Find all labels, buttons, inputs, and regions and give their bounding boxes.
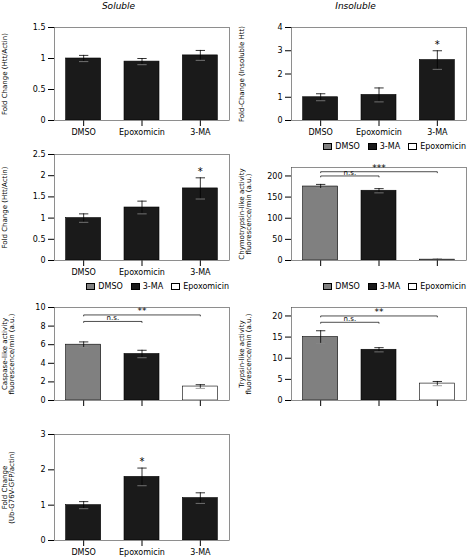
svg-text:15: 15 — [272, 333, 282, 342]
svg-text:5: 5 — [277, 375, 282, 384]
html-text:Insoluble: Insoluble — [335, 1, 376, 11]
svg-text:200: 200 — [267, 172, 282, 181]
svg-text:150: 150 — [267, 193, 282, 202]
svg-text:20: 20 — [272, 312, 282, 321]
svg-text:3-MA: 3-MA — [190, 268, 211, 277]
svg-text:0: 0 — [277, 396, 282, 405]
html-text:3-MA: 3-MA — [142, 282, 164, 291]
svg-text:1: 1 — [40, 54, 45, 63]
svg-text:*: * — [198, 166, 203, 177]
html-text:Epoxomicin: Epoxomicin — [183, 282, 229, 291]
svg-text:Fold Change (Htt/Actin): Fold Change (Htt/Actin) — [1, 166, 9, 248]
svg-text:1.5: 1.5 — [33, 23, 46, 32]
svg-text:1: 1 — [40, 501, 45, 510]
svg-text:4: 4 — [277, 23, 282, 32]
svg-text:**: ** — [375, 307, 385, 317]
svg-text:0: 0 — [277, 256, 282, 265]
svg-text:8: 8 — [40, 322, 45, 331]
html-text:3-MA: 3-MA — [379, 142, 401, 151]
svg-text:4: 4 — [40, 359, 45, 368]
svg-text:3-MA: 3-MA — [190, 548, 211, 557]
svg-text:0: 0 — [40, 536, 45, 545]
svg-text:Caspase-like activityfluoresce: Caspase-like activityfluorescence/min (a… — [1, 313, 16, 394]
svg-text:n.s.: n.s. — [344, 169, 357, 177]
svg-text:1.5: 1.5 — [33, 192, 46, 201]
svg-text:50: 50 — [272, 235, 282, 244]
svg-text:100: 100 — [267, 214, 282, 223]
svg-text:Epoxomicin: Epoxomicin — [119, 128, 165, 137]
svg-text:0: 0 — [277, 116, 282, 125]
svg-text:3-MA: 3-MA — [190, 128, 211, 137]
html-text:DMSO: DMSO — [98, 282, 123, 291]
svg-text:2.5: 2.5 — [33, 150, 46, 159]
html-text:DMSO: DMSO — [335, 142, 360, 151]
svg-text:3-MA: 3-MA — [427, 128, 448, 137]
svg-text:DMSO: DMSO — [71, 548, 95, 557]
svg-text:0.5: 0.5 — [33, 85, 46, 94]
html-text:3-MA: 3-MA — [379, 282, 401, 291]
html-text:Epoxomicin: Epoxomicin — [420, 282, 466, 291]
svg-text:0.5: 0.5 — [33, 235, 46, 244]
html-text:Epoxomicin: Epoxomicin — [420, 142, 466, 151]
svg-text:0: 0 — [40, 116, 45, 125]
svg-text:Fold Change (Htt/Actin): Fold Change (Htt/Actin) — [1, 33, 9, 115]
svg-text:3: 3 — [40, 430, 45, 439]
svg-text:Trypsin-like activityfluoresce: Trypsin-like activityfluorescence/min (a… — [238, 313, 253, 394]
svg-text:*: * — [435, 39, 440, 50]
svg-text:2: 2 — [40, 465, 45, 474]
html-text:DMSO: DMSO — [335, 282, 360, 291]
svg-text:DMSO: DMSO — [308, 128, 332, 137]
svg-text:Chymotrypsin-like activityfluo: Chymotrypsin-like activityfluorescence/m… — [238, 168, 253, 259]
svg-text:Epoxomicin: Epoxomicin — [356, 128, 402, 137]
svg-text:DMSO: DMSO — [71, 128, 95, 137]
svg-text:0: 0 — [40, 396, 45, 405]
svg-text:DMSO: DMSO — [71, 268, 95, 277]
svg-text:Fold-Change (Insoluble Htt): Fold-Change (Insoluble Htt) — [238, 26, 246, 122]
svg-text:2: 2 — [40, 377, 45, 386]
svg-text:*: * — [140, 456, 145, 467]
svg-text:2: 2 — [40, 171, 45, 180]
svg-text:1: 1 — [277, 93, 282, 102]
html-text:Soluble: Soluble — [101, 1, 136, 11]
svg-text:n.s.: n.s. — [107, 314, 120, 322]
svg-text:Epoxomicin: Epoxomicin — [119, 548, 165, 557]
svg-text:Epoxomicin: Epoxomicin — [119, 268, 165, 277]
svg-text:6: 6 — [40, 340, 45, 349]
svg-text:1: 1 — [40, 214, 45, 223]
svg-text:n.s.: n.s. — [344, 315, 357, 323]
svg-text:3: 3 — [277, 46, 282, 55]
svg-text:Fold Change(Ub-G76V-GFP/actin): Fold Change(Ub-G76V-GFP/actin) — [1, 451, 16, 524]
svg-text:2: 2 — [277, 70, 282, 79]
svg-text:0: 0 — [40, 256, 45, 265]
svg-text:10: 10 — [35, 303, 45, 312]
svg-text:10: 10 — [272, 354, 282, 363]
